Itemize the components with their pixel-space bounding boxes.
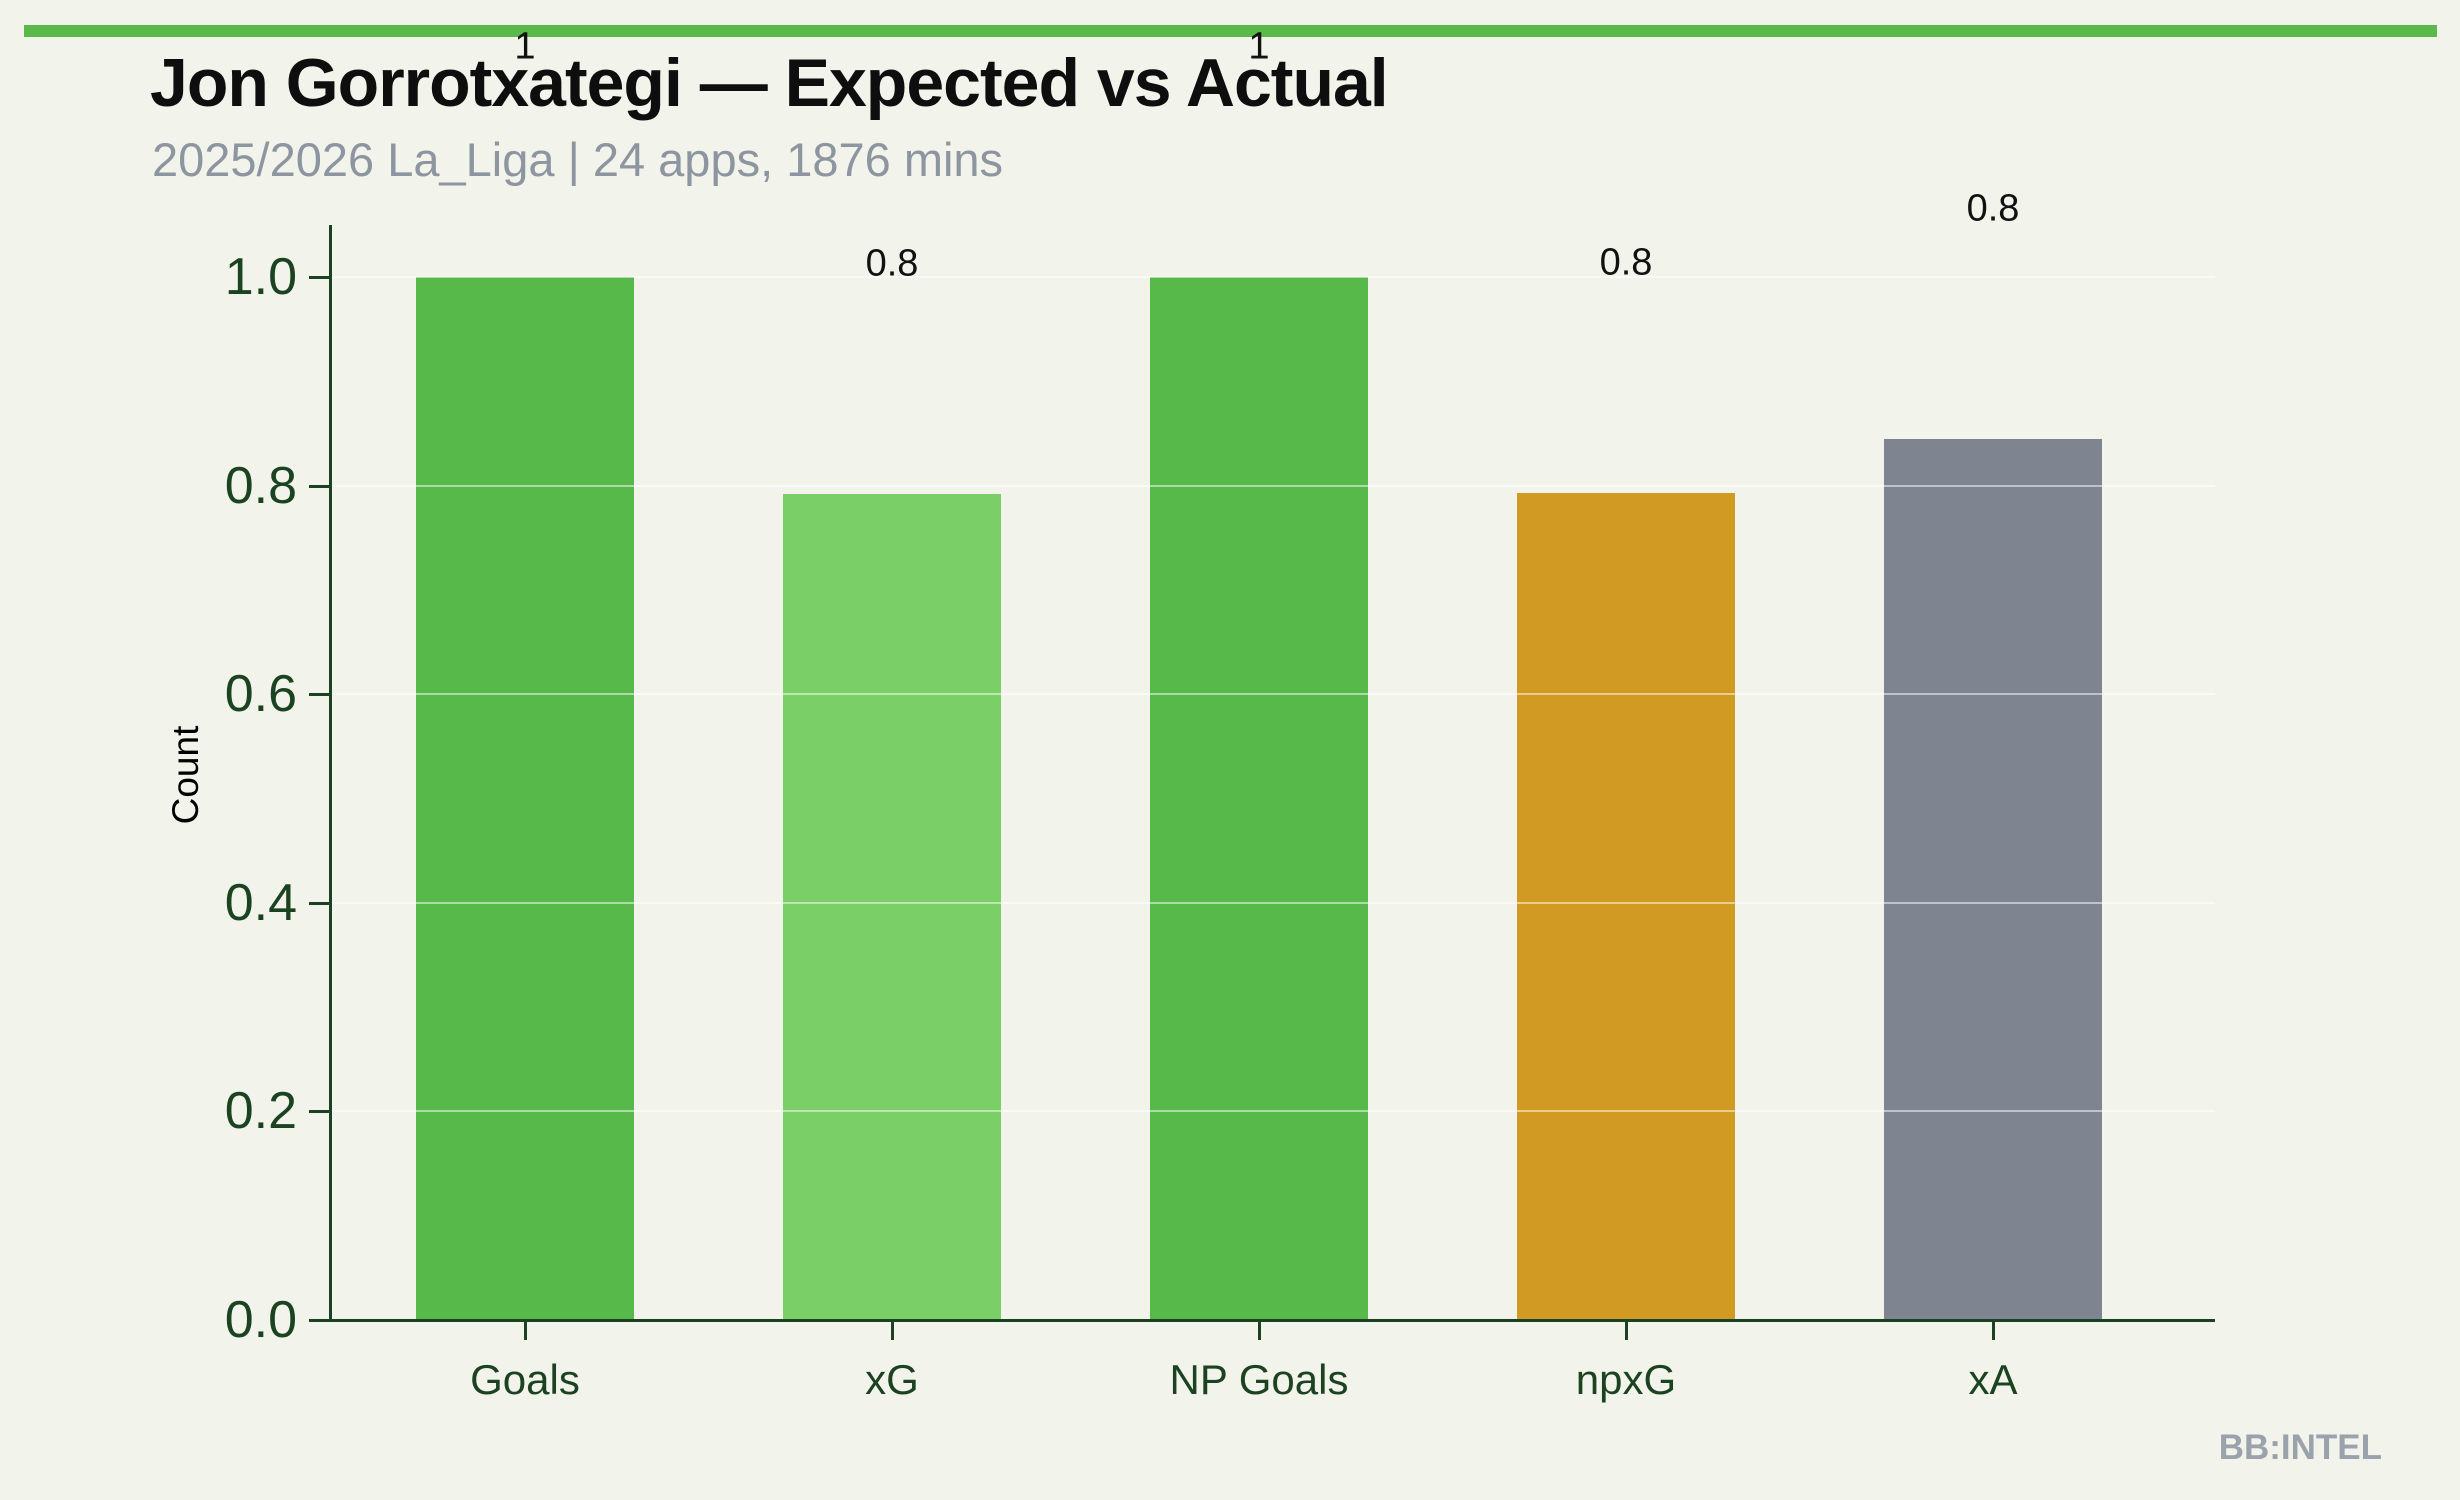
bar-xg: [783, 494, 1001, 1320]
y-tick-label-0.2: 0.2: [224, 1082, 297, 1140]
bar-value-label-goals: 1: [514, 25, 536, 68]
chart-subtitle: 2025/2026 La_Liga | 24 apps, 1876 mins: [152, 133, 1004, 186]
y-axis-title: Count: [165, 725, 206, 825]
x-tick-label-npxg: npxG: [1575, 1356, 1677, 1403]
gridline-0.4: [331, 902, 2215, 904]
accent-stripe: [24, 25, 2437, 37]
y-tick-label-0.4: 0.4: [224, 874, 297, 932]
bar-goals: [416, 277, 634, 1320]
x-tick-label-xg: xG: [865, 1356, 919, 1403]
y-tick-label-0.6: 0.6: [224, 665, 297, 723]
gridline-0.2: [331, 1110, 2215, 1112]
y-tick-1.0: [309, 276, 329, 279]
x-tick-goals: [524, 1320, 527, 1340]
bar-np-goals: [1150, 277, 1368, 1320]
x-axis-spine: [315, 1319, 2215, 1322]
y-tick-label-0.8: 0.8: [224, 457, 297, 515]
y-tick-label-1.0: 1.0: [224, 248, 297, 306]
x-tick-xa: [1992, 1320, 1995, 1340]
y-tick-0.8: [309, 485, 329, 488]
bar-value-label-xg: 0.8: [865, 242, 919, 285]
bar-xa: [1884, 439, 2102, 1320]
y-tick-0.4: [309, 902, 329, 905]
x-tick-label-np-goals: NP Goals: [1169, 1356, 1349, 1403]
y-tick-0.2: [309, 1110, 329, 1113]
y-tick-label-0.0: 0.0: [224, 1291, 297, 1349]
y-tick-0.6: [309, 693, 329, 696]
x-tick-label-goals: Goals: [470, 1356, 580, 1403]
chart-title: Jon Gorrotxategi — Expected vs Actual: [150, 45, 1389, 121]
bar-npxg: [1517, 493, 1735, 1320]
bar-value-label-np-goals: 1: [1248, 25, 1270, 68]
gridline-0.6: [331, 693, 2215, 695]
y-tick-0.0: [309, 1319, 329, 1322]
x-tick-label-xa: xA: [1968, 1356, 2018, 1403]
bar-value-label-xa: 0.8: [1966, 187, 2020, 230]
bar-value-label-npxg: 0.8: [1599, 241, 1653, 284]
x-tick-xg: [891, 1320, 894, 1340]
y-axis-spine: [329, 225, 332, 1322]
x-tick-npxg: [1625, 1320, 1628, 1340]
gridline-1.0: [331, 276, 2215, 278]
gridline-0.8: [331, 485, 2215, 487]
x-tick-np-goals: [1258, 1320, 1261, 1340]
watermark-logo: BB:INTEL: [2218, 1428, 2382, 1467]
